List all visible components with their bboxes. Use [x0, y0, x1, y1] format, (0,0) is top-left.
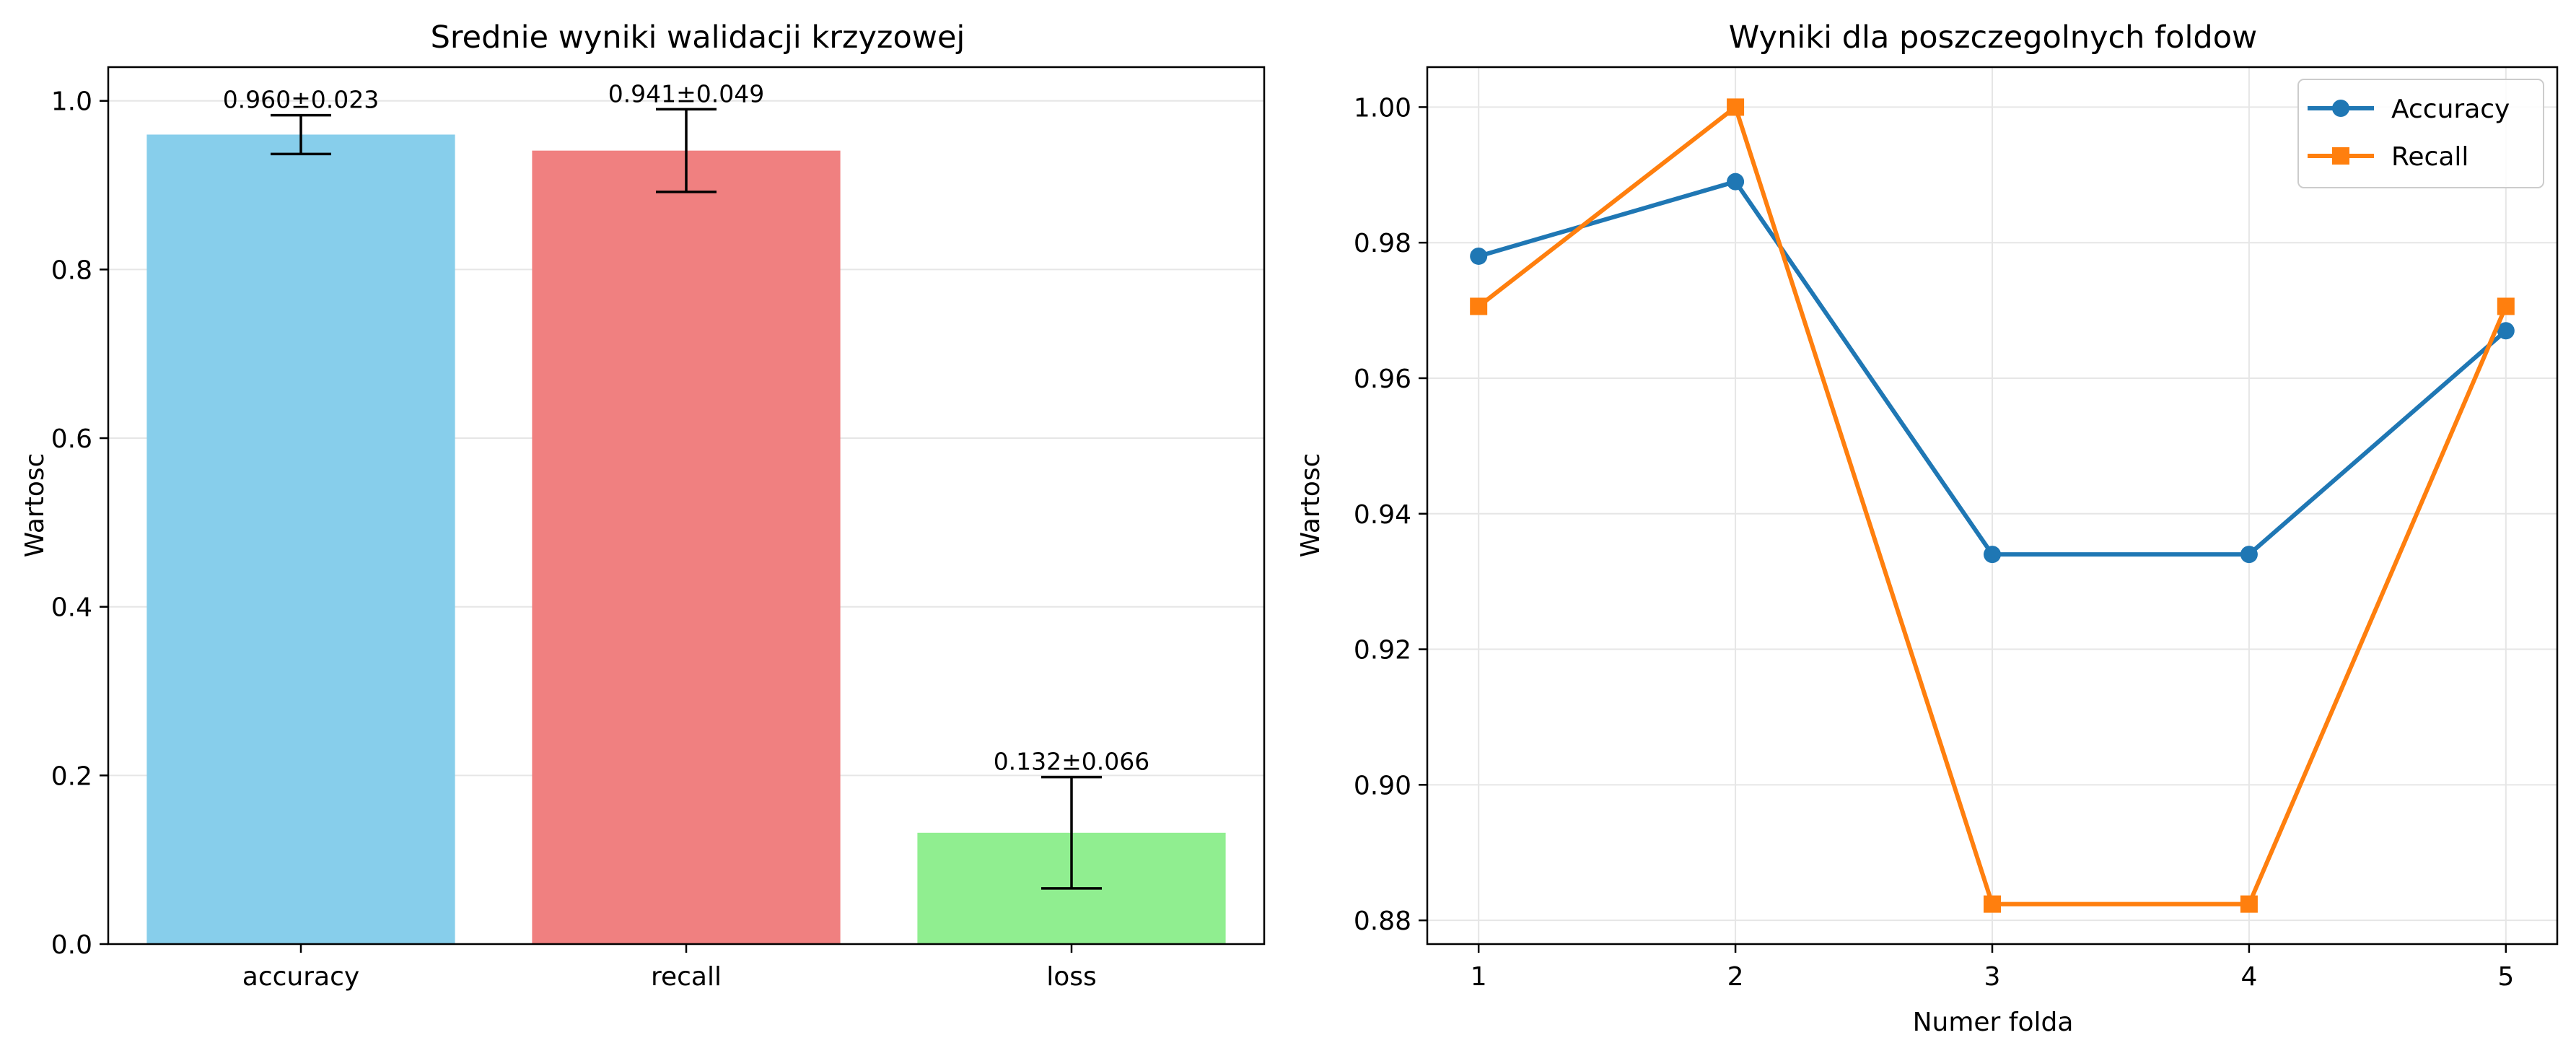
point-recall	[1470, 297, 1488, 315]
line-chart-y-ticks: 0.88 0.90 0.92 0.94 0.96 0.98 1.00	[1354, 93, 1427, 936]
line-chart-x-axis-label: Numer folda	[1913, 1008, 2074, 1037]
legend-items: Accuracy Recall	[2308, 95, 2510, 172]
point-recall	[1727, 98, 1745, 116]
legend-label-recall: Recall	[2391, 142, 2468, 172]
data-label-loss: 0.132±0.066	[994, 748, 1150, 776]
line-chart-legend: Accuracy Recall	[2297, 79, 2544, 188]
bar-accuracy	[146, 134, 455, 944]
bar-chart-y-tick-label: 0.8	[51, 256, 92, 285]
line-chart-y-tick-label: 0.96	[1354, 364, 1411, 394]
legend-marker-accuracy	[2332, 100, 2349, 117]
line-chart-y-tick-label: 0.98	[1354, 229, 1411, 258]
line-chart-y-tick-label: 0.94	[1354, 500, 1411, 530]
line-chart-y-axis-label: Wartosc	[1296, 453, 1326, 558]
bar-chart-data-labels: 0.960±0.023 0.941±0.049 0.132±0.066	[223, 79, 1150, 775]
line-chart-x-tick-label: 1	[1471, 962, 1487, 992]
bar-chart-y-ticks: 0.0 0.2 0.4 0.6 0.8 1.0	[51, 87, 108, 960]
bar-chart-bars	[146, 134, 1226, 944]
line-chart-x-tick-label: 2	[1727, 962, 1744, 992]
point-recall	[2497, 297, 2515, 315]
line-chart-y-tick-label: 0.92	[1354, 636, 1411, 665]
line-chart-grid	[1427, 67, 2557, 944]
bar-chart-y-tick-label: 0.0	[51, 930, 92, 960]
line-chart-x-ticks: 1 2 3 4 5	[1471, 944, 2514, 992]
line-chart-x-tick-label: 5	[2497, 962, 2514, 992]
bar-chart-x-tick-label: accuracy	[242, 962, 359, 992]
bar-chart-error-bars	[271, 108, 1102, 890]
bar-chart: Srednie wyniki walidacji krzyzowej 0.960…	[20, 19, 1266, 992]
bar-chart-x-tick-label: recall	[651, 962, 722, 992]
point-recall	[1984, 895, 2001, 913]
bar-chart-y-tick-label: 1.0	[51, 87, 92, 117]
point-accuracy	[2497, 322, 2515, 340]
line-chart: Wyniki dla poszczegolnych foldow 0.88 0.9…	[1296, 19, 2559, 1037]
line-chart-x-tick-label: 3	[1984, 962, 2001, 992]
data-label-accuracy: 0.960±0.023	[223, 86, 380, 114]
bar-chart-y-tick-label: 0.6	[51, 424, 92, 454]
point-accuracy	[1470, 247, 1488, 265]
bar-recall	[532, 150, 841, 944]
line-chart-y-tick-label: 1.00	[1354, 93, 1411, 123]
bar-chart-y-tick-label: 0.4	[51, 593, 92, 623]
bar-chart-y-tick-label: 0.2	[51, 761, 92, 791]
point-accuracy	[2240, 546, 2258, 564]
bar-chart-title: Srednie wyniki walidacji krzyzowej	[431, 19, 965, 56]
bar-chart-x-ticks: accuracy recall loss	[242, 944, 1097, 992]
line-chart-y-tick-label: 0.88	[1354, 907, 1411, 936]
data-label-recall: 0.941±0.049	[608, 79, 765, 108]
line-chart-title: Wyniki dla poszczegolnych foldow	[1729, 19, 2257, 56]
bar-chart-x-tick-label: loss	[1046, 962, 1097, 992]
legend-marker-recall	[2332, 147, 2349, 165]
bar-chart-y-axis-label: Wartosc	[20, 453, 50, 558]
point-recall	[2240, 895, 2258, 913]
point-accuracy	[1984, 546, 2001, 564]
line-chart-series	[1470, 98, 2515, 913]
line-chart-x-tick-label: 4	[2240, 962, 2257, 992]
legend-label-accuracy: Accuracy	[2391, 95, 2510, 124]
line-chart-y-tick-label: 0.90	[1354, 771, 1411, 800]
point-accuracy	[1727, 173, 1745, 191]
